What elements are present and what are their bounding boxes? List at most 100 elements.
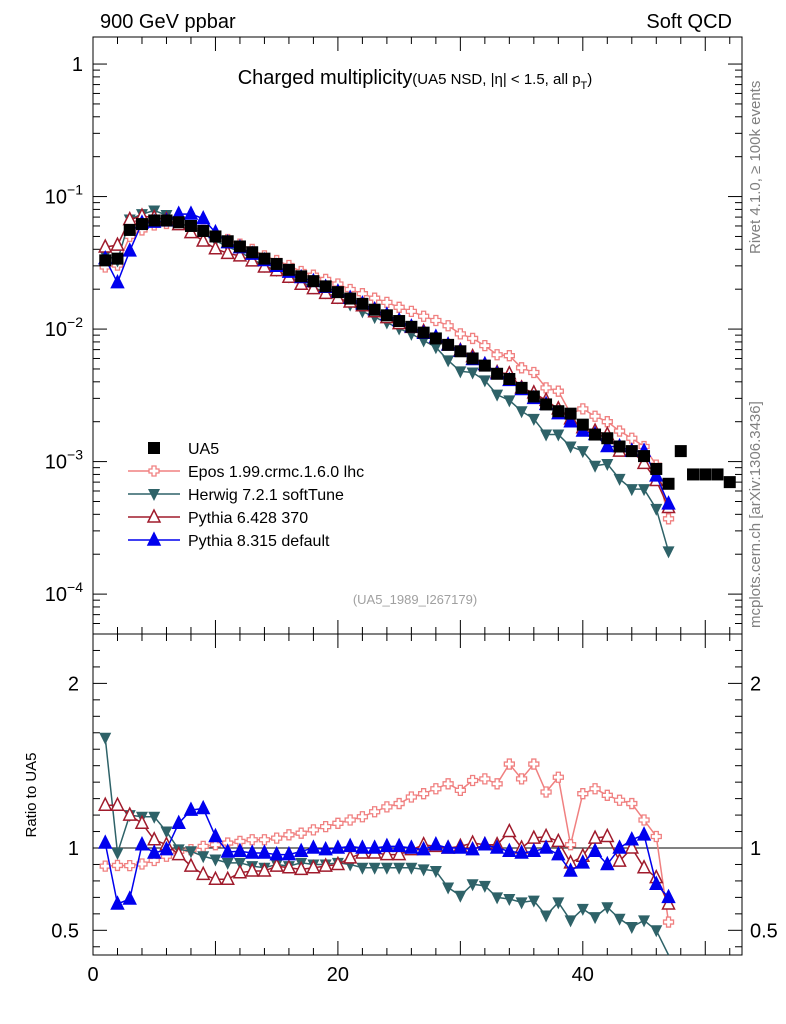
reference-point: [233, 240, 246, 253]
reference-point: [270, 257, 283, 270]
side-label-rivet: Rivet 4.1.0, ≥ 100k events: [747, 81, 764, 254]
ratio-series-point: [650, 830, 662, 843]
ratio-series-point: [283, 829, 295, 841]
series-point: [527, 413, 540, 426]
ratio-series-point: [589, 783, 601, 795]
ratio-series-point: [332, 817, 344, 829]
ratio-series-point: [405, 862, 418, 875]
reference-point: [356, 297, 369, 310]
ratio-series-point: [379, 837, 395, 853]
ratio-series-point: [453, 839, 468, 854]
main-y-tick-base: 10: [45, 452, 67, 474]
ratio-series-point: [466, 879, 479, 892]
ratio-series-point: [405, 791, 418, 803]
ratio-series-point: [662, 916, 675, 928]
ratio-y-tick-label: 2: [68, 673, 79, 695]
series-point: [417, 310, 430, 322]
ratio-series-point: [626, 797, 638, 810]
ratio-series-point: [171, 814, 186, 830]
ratio-series-point: [404, 839, 419, 854]
series-point: [442, 355, 455, 368]
reference-point: [442, 338, 455, 351]
ratio-series-point: [625, 922, 638, 935]
ratio-series-point: [307, 824, 320, 836]
main-y-tick-label: 1: [72, 54, 83, 76]
ratio-series-point: [417, 788, 430, 800]
ratio-series-point: [613, 794, 626, 806]
ratio-series-point: [429, 866, 442, 879]
ratio-series-point: [502, 842, 517, 858]
reference-point: [638, 450, 651, 463]
ratio-series-point: [209, 839, 222, 851]
legend-label: UA5: [188, 441, 219, 458]
reference-point: [711, 468, 724, 481]
series-point: [110, 236, 125, 251]
reference-point: [478, 359, 491, 372]
reference-point: [564, 407, 577, 420]
ratio-series-point: [111, 859, 124, 872]
ratio-series-point: [183, 857, 199, 872]
series-group: [99, 205, 675, 559]
ratio-y-tick-label: 1: [68, 838, 79, 860]
series-point: [232, 247, 248, 262]
series-point: [183, 205, 199, 220]
ratio-series-point: [368, 862, 381, 875]
ratio-series-point: [356, 862, 369, 875]
legend-marker: [146, 508, 162, 523]
ratio-series-point: [246, 834, 258, 846]
series-point: [515, 406, 528, 419]
series-point: [540, 382, 552, 394]
ratio-series-point: [147, 844, 162, 859]
series-point: [589, 410, 601, 422]
ratio-series-point: [601, 789, 613, 801]
series-point: [638, 484, 651, 497]
ratio-series-point: [600, 855, 615, 871]
series-point: [626, 432, 638, 444]
ratio-series-group: [99, 758, 675, 928]
chart-title-end: ): [587, 71, 592, 88]
series-point: [220, 244, 235, 260]
ratio-series-point: [99, 860, 111, 872]
ratio-series-point: [257, 844, 272, 859]
ratio-series-point: [244, 844, 260, 859]
ratio-series-point: [197, 840, 209, 853]
reference-point: [454, 345, 467, 358]
series-point: [393, 301, 405, 313]
ratio-series-point: [134, 836, 150, 851]
ratio-series-point: [234, 835, 246, 848]
ratio-series-point: [503, 894, 516, 907]
reference-point: [148, 214, 161, 227]
chart-title-sub-t: T: [581, 80, 588, 92]
reference-point: [258, 252, 271, 265]
legend-marker: [148, 442, 160, 454]
ratio-series-point: [527, 895, 540, 908]
reference-point: [405, 320, 418, 333]
side-label-mcplots: mcplots.cern.ch [arXiv:1306.3436]: [747, 401, 764, 628]
ratio-y-tick-label-right: 2: [750, 673, 761, 695]
series-point: [478, 375, 491, 388]
ratio-series-point: [183, 801, 199, 816]
ratio-series-point: [110, 796, 125, 811]
legend-label: Pythia 6.428 370: [188, 510, 308, 527]
ratio-series-point: [526, 842, 542, 858]
reference-point: [503, 373, 516, 386]
series-point: [577, 403, 589, 415]
ratio-series-point: [477, 836, 493, 851]
ratio-series-point: [479, 773, 491, 785]
ratio-series-point: [564, 839, 577, 851]
ratio-series-point: [110, 895, 125, 910]
series-point: [503, 395, 516, 408]
reference-point: [589, 428, 602, 441]
ratio-series-point: [503, 758, 515, 770]
series-point: [110, 273, 125, 289]
reference-point: [576, 418, 589, 431]
ratio-series-point: [442, 778, 454, 790]
ratio-series-point: [281, 845, 297, 861]
ratio-series-point: [342, 837, 358, 853]
reference-point: [172, 216, 185, 229]
reference-point: [135, 218, 148, 231]
ratio-series-point: [650, 925, 663, 938]
series-group: [98, 207, 676, 514]
ratio-series-point: [344, 814, 356, 826]
